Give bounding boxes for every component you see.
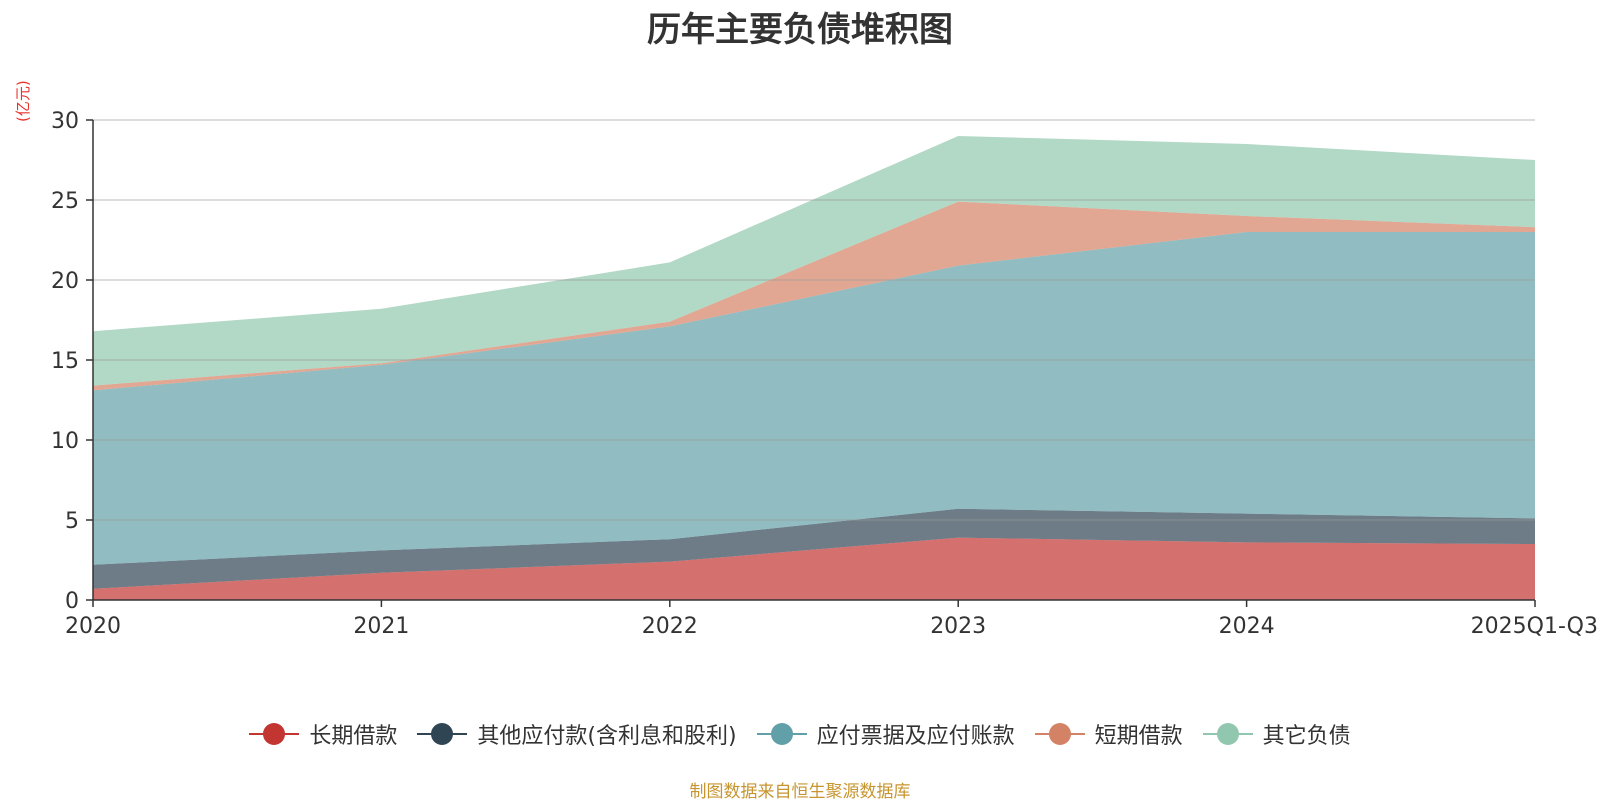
y-tick-label-0: 0 — [65, 589, 79, 614]
legend-label-4: 短期借款 — [1094, 724, 1183, 749]
area-series-2 — [93, 508, 1535, 589]
y-tick-label-20: 20 — [51, 269, 79, 294]
x-tick-label-0: 2020 — [65, 614, 121, 639]
legend-marker-2 — [417, 722, 468, 746]
area-series-1 — [93, 537, 1535, 600]
source-note: 制图数据来自恒生聚源数据库 — [689, 782, 911, 802]
legend-label-2: 其他应付款(含利息和股利) — [477, 724, 737, 749]
area-series-5 — [93, 136, 1535, 386]
legend-label-5: 其它负债 — [1262, 724, 1351, 749]
y-tick-label-5: 5 — [65, 509, 79, 534]
legend-item-4[interactable]: 短期借款 — [1034, 718, 1183, 750]
y-tick-label-15: 15 — [51, 349, 79, 374]
x-tick-label-2: 2022 — [642, 614, 698, 639]
legend-item-3[interactable]: 应付票据及应付账款 — [756, 718, 1015, 750]
x-tick-label-3: 2023 — [930, 614, 986, 639]
x-tick-label-4: 2024 — [1219, 614, 1275, 639]
legend-marker-4 — [1034, 722, 1085, 746]
legend-marker-5 — [1202, 722, 1253, 746]
y-tick-label-30: 30 — [51, 109, 79, 134]
legend-item-2[interactable]: 其他应付款(含利息和股利) — [417, 718, 737, 750]
legend-marker-3 — [756, 722, 807, 746]
x-tick-label-1: 2021 — [353, 614, 409, 639]
chart-legend: 长期借款 其他应付款(含利息和股利) 应付票据及应付账款 短期借款 其它负债 — [0, 718, 1600, 750]
y-tick-label-10: 10 — [51, 429, 79, 454]
legend-label-1: 长期借款 — [309, 724, 398, 749]
area-series-4 — [93, 201, 1535, 391]
legend-marker-1 — [249, 722, 300, 746]
legend-item-1[interactable]: 长期借款 — [249, 718, 397, 750]
legend-label-3: 应付票据及应付账款 — [816, 724, 1015, 749]
x-tick-label-5: 2025Q1-Q3 — [1471, 614, 1598, 639]
legend-item-5[interactable]: 其它负债 — [1202, 718, 1351, 750]
area-series-3 — [93, 232, 1535, 565]
y-tick-label-25: 25 — [51, 189, 79, 214]
chart-title: 历年主要负债堆积图 — [647, 10, 953, 50]
